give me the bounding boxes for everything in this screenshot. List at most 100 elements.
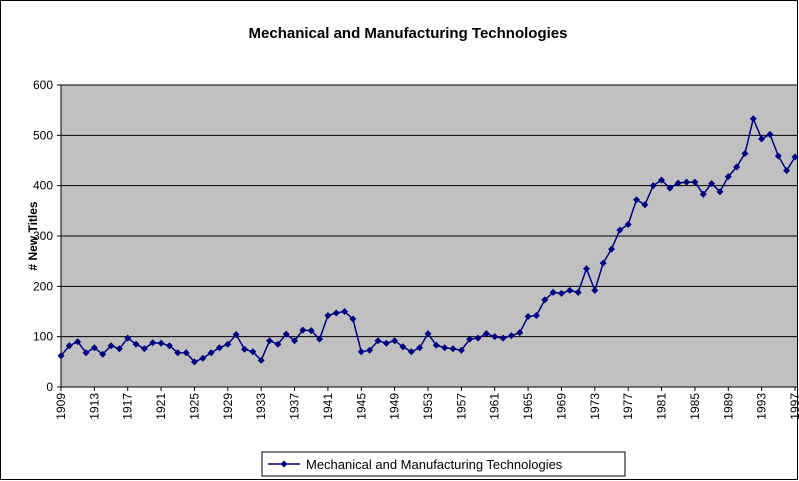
x-tick-label: 1945 [354,393,368,420]
point-marker [115,345,123,353]
point-marker [491,333,499,341]
x-tick-label: 1989 [721,393,735,420]
x-tick-label: 1997 [788,393,799,420]
point-marker [641,201,649,209]
y-tick-label: 600 [33,78,53,92]
point-marker [82,349,90,357]
point-marker [391,337,399,345]
x-tick-label: 1925 [187,393,201,420]
x-tick-label: 1929 [221,393,235,420]
point-marker [107,342,115,350]
x-tick-label: 1973 [588,393,602,420]
point-marker [599,259,607,267]
point-marker [774,152,782,160]
x-tick-label: 1981 [655,393,669,420]
x-tick-label: 1937 [288,393,302,420]
point-marker [74,338,82,346]
point-marker [174,349,182,357]
y-tick-label: 0 [46,380,53,394]
point-marker [649,182,657,190]
point-marker [457,346,465,354]
point-marker [791,153,799,161]
point-marker [274,340,282,348]
point-marker [432,341,440,349]
point-marker [733,163,741,171]
x-tick-label: 1961 [488,393,502,420]
point-marker [608,245,615,253]
point-marker [291,337,299,345]
point-marker [157,339,165,347]
legend-marker [280,460,288,468]
x-tick-label: 1969 [554,393,568,420]
x-tick-label: 1953 [421,393,435,420]
point-marker [482,330,490,338]
point-marker [449,345,457,353]
point-marker [474,334,482,342]
x-tick-label: 1917 [121,393,135,420]
y-tick-label: 300 [33,229,53,243]
point-marker [708,180,716,188]
point-marker [165,342,173,350]
chart-title: Mechanical and Manufacturing Technologie… [249,25,568,42]
point-marker [341,308,349,315]
point-marker [466,335,474,343]
point-marker [557,289,565,297]
point-marker [574,288,582,296]
point-marker [199,354,207,362]
point-marker [591,286,599,294]
x-tick-label: 1965 [521,393,535,420]
point-marker [99,350,107,358]
point-marker [366,346,374,354]
point-marker [424,330,432,338]
point-marker [674,179,682,187]
legend-label: Mechanical and Manufacturing Technologie… [306,457,563,472]
point-marker [532,312,540,320]
point-marker [140,345,148,353]
point-marker [316,335,324,343]
x-tick-label: 1933 [254,393,268,420]
point-marker [416,344,424,352]
point-marker [783,167,791,175]
point-marker [441,344,449,352]
point-marker [716,188,724,196]
y-tick-label: 200 [33,279,53,293]
point-marker [616,226,624,234]
point-marker [758,135,766,143]
y-axis-label: # New Titles [26,201,40,270]
point-marker [499,334,507,342]
point-marker [749,115,757,123]
point-marker [182,349,190,357]
point-marker [149,339,157,347]
point-marker [249,348,257,356]
point-marker [124,334,132,342]
point-marker [266,337,274,345]
point-marker [658,176,666,184]
point-marker [232,331,240,339]
point-marker [90,344,98,352]
point-marker [699,190,707,198]
point-marker [307,327,315,335]
x-tick-label: 1993 [755,393,769,420]
y-tick-label: 100 [33,330,53,344]
x-tick-label: 1957 [454,393,468,420]
point-marker [374,337,382,345]
point-marker [299,326,307,334]
point-marker [691,178,699,186]
point-marker [549,288,557,296]
point-marker [357,348,365,356]
point-marker [399,343,407,351]
point-marker [241,345,248,353]
point-marker [566,286,574,294]
point-marker [224,340,232,348]
x-tick-label: 1941 [321,393,335,420]
y-tick-label: 500 [33,128,53,142]
point-marker [349,315,357,323]
x-tick-label: 1985 [688,393,702,420]
point-marker [683,178,691,186]
point-marker [57,352,65,360]
point-marker [382,339,390,347]
point-marker [741,149,749,157]
legend-box [261,451,626,477]
point-marker [766,130,774,138]
